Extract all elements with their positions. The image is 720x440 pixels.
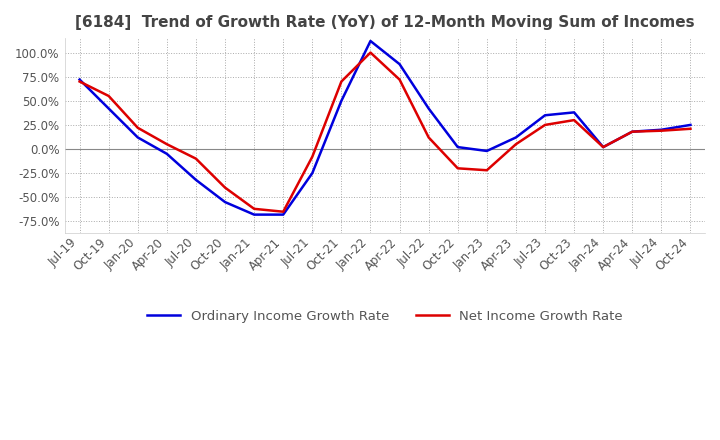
Net Income Growth Rate <box>250 206 258 212</box>
Net Income Growth Rate <box>454 166 462 171</box>
Net Income Growth Rate <box>163 142 171 147</box>
Ordinary Income Growth Rate <box>628 129 636 134</box>
Net Income Growth Rate <box>104 93 113 99</box>
Net Income Growth Rate <box>482 168 491 173</box>
Net Income Growth Rate <box>628 129 636 134</box>
Ordinary Income Growth Rate <box>570 110 578 115</box>
Ordinary Income Growth Rate <box>454 144 462 150</box>
Ordinary Income Growth Rate <box>395 62 404 67</box>
Net Income Growth Rate <box>337 79 346 84</box>
Ordinary Income Growth Rate <box>482 148 491 154</box>
Net Income Growth Rate <box>570 117 578 123</box>
Ordinary Income Growth Rate <box>686 122 695 128</box>
Net Income Growth Rate <box>76 79 84 84</box>
Net Income Growth Rate <box>221 185 230 190</box>
Ordinary Income Growth Rate <box>221 199 230 205</box>
Net Income Growth Rate <box>512 142 521 147</box>
Ordinary Income Growth Rate <box>541 113 549 118</box>
Ordinary Income Growth Rate <box>657 127 666 132</box>
Ordinary Income Growth Rate <box>76 77 84 82</box>
Ordinary Income Growth Rate <box>366 38 375 44</box>
Ordinary Income Growth Rate <box>424 106 433 111</box>
Net Income Growth Rate <box>657 128 666 133</box>
Ordinary Income Growth Rate <box>192 177 200 183</box>
Line: Net Income Growth Rate: Net Income Growth Rate <box>80 52 690 212</box>
Net Income Growth Rate <box>424 135 433 140</box>
Net Income Growth Rate <box>366 50 375 55</box>
Ordinary Income Growth Rate <box>337 98 346 103</box>
Net Income Growth Rate <box>133 125 142 130</box>
Legend: Ordinary Income Growth Rate, Net Income Growth Rate: Ordinary Income Growth Rate, Net Income … <box>142 305 628 328</box>
Ordinary Income Growth Rate <box>133 135 142 140</box>
Net Income Growth Rate <box>192 156 200 161</box>
Net Income Growth Rate <box>395 77 404 82</box>
Ordinary Income Growth Rate <box>512 135 521 140</box>
Ordinary Income Growth Rate <box>250 212 258 217</box>
Ordinary Income Growth Rate <box>308 171 317 176</box>
Net Income Growth Rate <box>686 126 695 132</box>
Line: Ordinary Income Growth Rate: Ordinary Income Growth Rate <box>80 41 690 215</box>
Title: [6184]  Trend of Growth Rate (YoY) of 12-Month Moving Sum of Incomes: [6184] Trend of Growth Rate (YoY) of 12-… <box>75 15 695 30</box>
Net Income Growth Rate <box>308 154 317 159</box>
Ordinary Income Growth Rate <box>599 144 608 150</box>
Net Income Growth Rate <box>279 209 287 214</box>
Ordinary Income Growth Rate <box>279 212 287 217</box>
Net Income Growth Rate <box>541 122 549 128</box>
Ordinary Income Growth Rate <box>163 151 171 157</box>
Ordinary Income Growth Rate <box>104 106 113 111</box>
Net Income Growth Rate <box>599 144 608 150</box>
